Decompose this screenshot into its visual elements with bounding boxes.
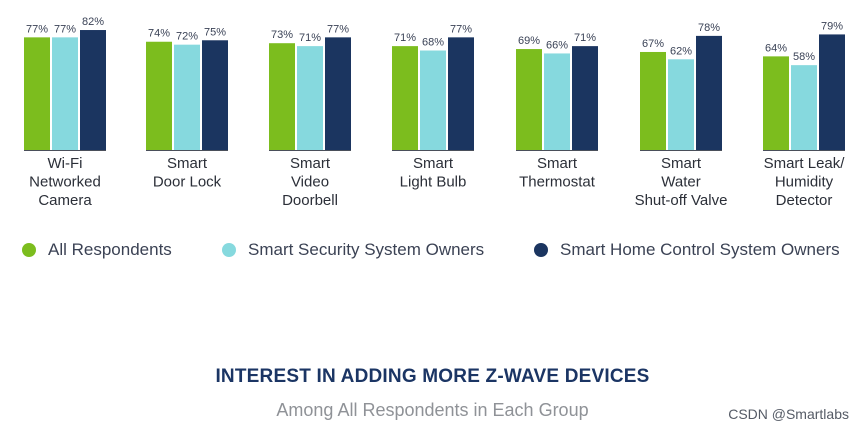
category-label: Humidity [775, 174, 834, 191]
bar [668, 59, 694, 150]
bar [640, 51, 666, 150]
category-label: Smart [537, 155, 578, 172]
value-label: 77% [327, 23, 349, 35]
bar [325, 37, 351, 150]
value-label: 71% [574, 32, 596, 44]
category-label: Networked [29, 174, 101, 191]
value-label: 69% [518, 35, 540, 47]
bar [544, 53, 570, 150]
value-label: 66% [546, 39, 568, 51]
bar [696, 35, 722, 150]
legend-label: Smart Security System Owners [248, 240, 485, 259]
bar [819, 34, 845, 150]
category-label: Water [661, 174, 700, 191]
bar [420, 50, 446, 150]
legend-label: All Respondents [48, 240, 172, 259]
legend-label: Smart Home Control System Owners [560, 240, 840, 259]
bars-group [24, 30, 845, 151]
chart-subtitle: Among All Respondents in Each Group [276, 400, 589, 420]
value-label: 77% [54, 23, 76, 35]
value-label: 64% [765, 42, 787, 54]
value-label: 73% [271, 29, 293, 41]
bar [763, 56, 789, 151]
category-label: Wi-Fi [48, 155, 83, 172]
chart-title: INTEREST IN ADDING MORE Z-WAVE DEVICES [215, 366, 650, 387]
bar [202, 40, 228, 150]
legend-swatch [22, 243, 36, 257]
bar [448, 37, 474, 150]
legend-item-all-respondents: All Respondents [22, 240, 172, 260]
bar [52, 37, 78, 150]
legend: All Respondents Smart Security System Ow… [22, 240, 862, 266]
value-label: 82% [82, 16, 104, 28]
value-label: 58% [793, 51, 815, 63]
value-label: 77% [450, 23, 472, 35]
legend-item-home-control-owners: Smart Home Control System Owners [534, 240, 840, 260]
category-label: Door Lock [153, 174, 222, 191]
value-label: 79% [821, 20, 843, 32]
category-label: Smart [290, 155, 331, 172]
bar [269, 43, 295, 150]
category-label: Smart [167, 155, 208, 172]
value-label: 67% [642, 38, 664, 50]
category-label: Video [291, 174, 329, 191]
watermark: CSDN @Smartlabs [728, 406, 849, 422]
category-label: Smart Leak/ [764, 155, 846, 172]
category-label: Doorbell [282, 192, 338, 209]
legend-swatch [534, 243, 548, 257]
category-label: Shut-off Valve [635, 192, 728, 209]
bar-chart: 77% 77% 82% 74% 72% 75% 73% 71% 77% 71% 68% 77% 69% 6… [24, 16, 845, 209]
category-label: Detector [776, 192, 833, 209]
category-label: Thermostat [519, 174, 596, 191]
category-label: Smart [413, 155, 454, 172]
value-label: 71% [299, 32, 321, 44]
category-label: Camera [38, 192, 92, 209]
value-label: 78% [698, 22, 720, 34]
bar [516, 49, 542, 150]
bar [297, 46, 323, 150]
value-label: 62% [670, 45, 692, 57]
value-label: 71% [394, 32, 416, 44]
bar [24, 37, 50, 150]
value-label: 77% [26, 23, 48, 35]
value-label: 75% [204, 26, 226, 38]
bar [392, 46, 418, 150]
value-label: 68% [422, 37, 444, 49]
category-label: Light Bulb [400, 174, 467, 191]
bar [80, 30, 106, 151]
legend-item-security-owners: Smart Security System Owners [222, 240, 484, 260]
category-label: Smart [661, 155, 702, 172]
value-label: 74% [148, 28, 170, 40]
bar [146, 41, 172, 150]
legend-swatch [222, 243, 236, 257]
bar [572, 46, 598, 150]
bar [174, 44, 200, 150]
value-label: 72% [176, 31, 198, 43]
value-labels-group: 77% 77% 82% 74% 72% 75% 73% 71% 77% 71% 68% 77% 69% 6… [26, 16, 843, 63]
bar [791, 65, 817, 150]
